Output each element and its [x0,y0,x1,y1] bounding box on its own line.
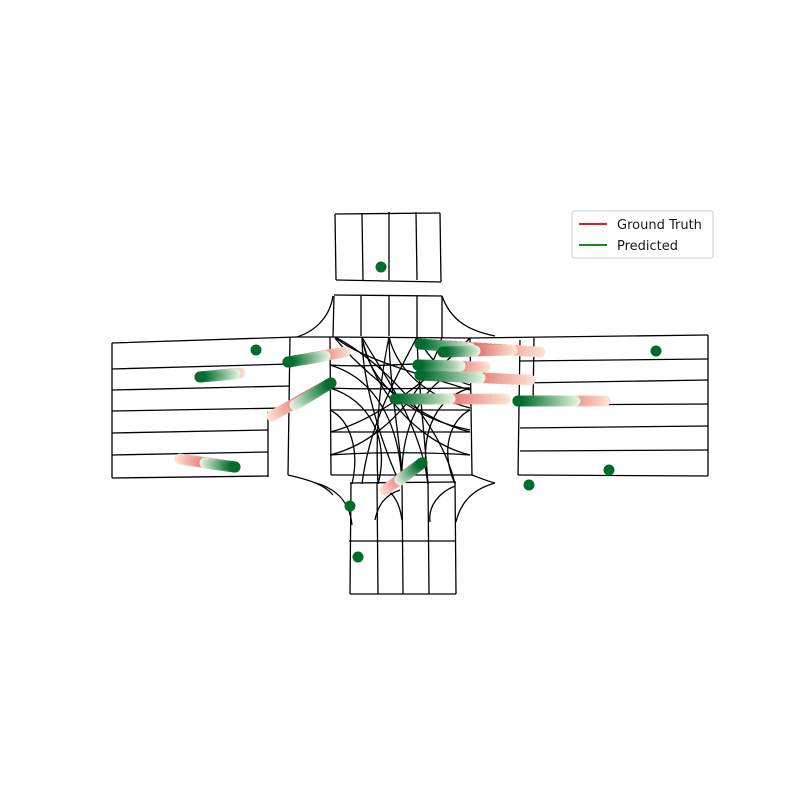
predicted-point [282,356,294,368]
legend-predicted-label: Predicted [617,239,678,254]
north-arm-end [334,212,441,215]
junction-connector [447,409,471,485]
west-arm-lane-divider [111,363,291,370]
south-arm-boundary-left [349,482,352,595]
junction-connector [376,336,390,485]
east-arm-lane-divider [519,449,709,452]
predicted-point [194,371,206,383]
west-arm-boundary-top [111,336,330,344]
west-arm-lane-divider [111,407,286,412]
west-arm-lane-divider [111,451,269,456]
north-arm-lane-divider [415,211,418,337]
east-arm-stopline [469,337,535,476]
legend-ground-truth-label: Ground Truth [617,218,702,233]
south-arm-lane-divider [401,482,404,595]
junction-connector [329,452,471,456]
agent-trajectory [512,395,611,407]
east-arm-boundary-bottom [517,474,709,477]
agent-trajectory [414,369,536,386]
agent-trajectory [194,367,246,383]
junction-connector [361,336,471,456]
predicted-point [325,377,337,389]
agent-trajectory [174,453,241,473]
north-arm-curb-right [441,295,496,337]
trajectory-layer [174,338,611,496]
east-arm-lane-divider [519,379,709,384]
predicted-point [512,395,524,407]
predicted-point [229,461,241,473]
east-arm-curb-bottom [471,474,496,484]
static-agent-marker [250,344,262,356]
south-arm-lane-divider [376,482,379,595]
south-arm-curb-right [455,482,496,523]
north-arm-boundary-right [439,212,443,338]
agent-trajectory [437,344,518,358]
predicted-point [414,369,426,381]
north-arm-curb-left [296,295,334,338]
agent-trajectory [389,393,511,405]
static-agent-marker [375,261,387,273]
predicted-point [389,393,401,405]
west-arm-curb-bottom [287,474,334,496]
junction-connector [361,336,418,485]
static-agent-layer [250,261,662,563]
static-agent-marker [344,500,356,512]
agent-trajectory [412,359,491,373]
north-arm-lane-divider [360,212,364,336]
junction-connector [329,336,443,456]
static-agent-marker [650,345,662,357]
predicted-point [437,346,449,358]
predicted-point [412,359,424,371]
legend-frame [571,210,714,259]
agent-trajectory [379,457,428,496]
agent-trajectory [266,377,337,422]
predicted-point [416,457,428,469]
west-arm-lane-divider [111,385,291,391]
east-arm-lane-divider [519,425,709,429]
north-arm-stopline [333,279,443,297]
north-arm-boundary-left [332,213,337,338]
junction-connector [329,387,383,485]
static-agent-marker [523,479,535,491]
junction-connector [388,336,471,409]
south-arm-boundary-right [454,481,457,595]
east-arm-lane-divider [519,358,709,362]
predicted-point [414,338,426,350]
east-arm-boundary-top [469,334,709,339]
legend: Ground Truth Predicted [571,210,714,259]
agent-trajectory [282,346,351,368]
south-arm-curb-left [315,482,353,526]
static-agent-marker [603,464,615,476]
junction-connector [329,364,403,485]
west-arm-lane-divider [111,429,269,434]
static-agent-marker [352,551,364,563]
west-arm-boundary-bottom [111,475,269,479]
junction-connector [329,409,356,485]
south-arm-lane-divider [427,481,430,595]
